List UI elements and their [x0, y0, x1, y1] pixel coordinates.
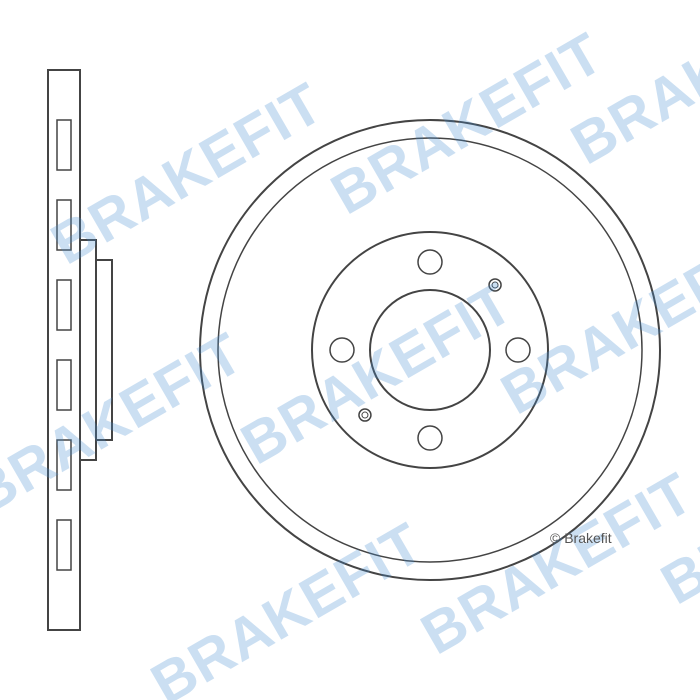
technical-drawing — [0, 0, 700, 700]
copyright-text: © Brakefit — [550, 530, 612, 546]
